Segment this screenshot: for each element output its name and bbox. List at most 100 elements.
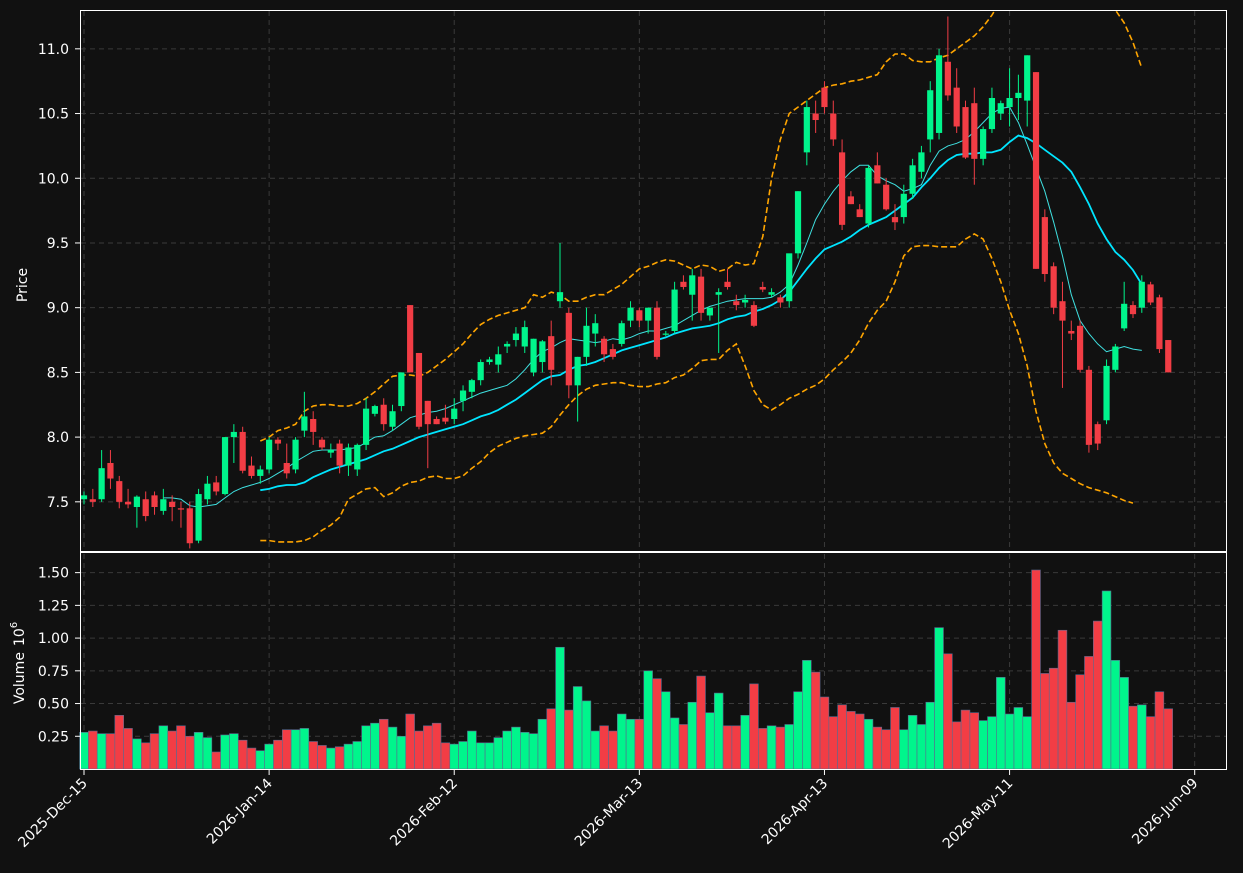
candle-body [459, 390, 467, 401]
volume-bar [202, 737, 213, 770]
candle-body [1138, 281, 1145, 308]
volume-bar [943, 653, 953, 770]
candle-body [618, 323, 625, 344]
candle-body [697, 276, 705, 313]
volume-bar [440, 742, 451, 770]
volume-bar [978, 720, 988, 770]
volume-bar [819, 696, 830, 770]
volume-bar [899, 729, 909, 770]
volume-bar [1075, 674, 1085, 770]
candle-body [310, 418, 317, 432]
candle-body [415, 352, 423, 427]
volume-bar [890, 707, 900, 770]
candle-body [133, 496, 140, 507]
volume-bar [458, 741, 468, 770]
candle-body [786, 253, 793, 302]
candle-body [1032, 72, 1040, 269]
candle-body [724, 281, 731, 287]
candle-body [636, 310, 643, 321]
moving-averages [163, 106, 1143, 508]
candle-body [821, 87, 828, 108]
volume-bar [423, 725, 433, 770]
candle-body [645, 307, 652, 321]
candle-body [1165, 340, 1172, 373]
candle-body [794, 191, 802, 254]
candle-body [107, 462, 114, 479]
candle-body [213, 482, 220, 492]
volume-bar [405, 713, 415, 770]
candle-body [116, 481, 123, 502]
volume-bar [802, 660, 812, 770]
candle-body [274, 439, 282, 444]
volume-bar [546, 708, 556, 770]
candle-body [195, 494, 202, 541]
volume-bar [713, 692, 724, 770]
volume-bar [643, 670, 653, 770]
volume-bar [167, 730, 177, 770]
candle-body [336, 443, 343, 466]
candle-body [151, 495, 158, 507]
volume-bar [951, 721, 962, 770]
volume-bar [414, 730, 424, 770]
candle-body [680, 281, 687, 287]
candle-body [318, 439, 326, 448]
volume-bar [925, 701, 935, 770]
volume-bar [564, 709, 574, 770]
volume-bar [863, 718, 874, 770]
candle-body [715, 292, 722, 295]
candle-body [477, 362, 484, 381]
candle-body [689, 275, 696, 295]
volume-bar [1048, 667, 1059, 770]
candle-body [398, 372, 405, 407]
candle-body [556, 292, 564, 302]
candle-body [856, 209, 863, 218]
volume-bars [79, 569, 1173, 770]
price-tick-label: 8.5 [47, 365, 69, 381]
candle-body [812, 113, 819, 121]
candle-body [266, 439, 273, 470]
volume-tick-label: 1.25 [38, 598, 69, 614]
volume-bar [1163, 708, 1173, 770]
candle-body [592, 323, 599, 334]
volume-bar [140, 742, 151, 770]
candle-body [89, 499, 96, 502]
volume-bar [123, 728, 133, 770]
volume-bar [185, 735, 195, 770]
candle-body [1103, 365, 1110, 421]
volume-bar [828, 716, 838, 770]
candle-body [883, 184, 890, 210]
candle-body [653, 307, 661, 357]
candle-body [1006, 98, 1013, 108]
volume-panel-frame [80, 552, 1227, 770]
volume-bar [290, 729, 301, 770]
fast-moving-average-line [163, 106, 1142, 508]
candle-body [918, 152, 925, 172]
volume-axis-unit: 10 [12, 628, 28, 646]
candle-body [80, 495, 88, 500]
volume-bar [581, 700, 592, 770]
candle-body [486, 359, 493, 363]
candle-body [830, 113, 837, 140]
candle-body [1156, 297, 1163, 350]
candle-body [362, 408, 370, 445]
volume-bar [661, 691, 671, 770]
volume-bar [1119, 677, 1129, 770]
candle-body [609, 349, 616, 357]
candle-body [962, 107, 969, 158]
volume-bar [88, 730, 98, 770]
candle-body [971, 103, 978, 159]
volume-bar [749, 683, 759, 770]
volume-bar [193, 732, 204, 770]
volume-bar [687, 701, 697, 770]
volume-bar [370, 722, 380, 770]
volume-bar [810, 671, 821, 770]
candle-body [600, 338, 608, 355]
volume-bar [502, 730, 512, 770]
volume-bar [1093, 620, 1103, 770]
volume-axis-label: Volume 106 [9, 622, 28, 704]
volume-bar [1128, 705, 1138, 770]
price-tick-label: 10.0 [38, 171, 69, 187]
candle-body [927, 90, 934, 140]
volume-bar [669, 717, 680, 770]
